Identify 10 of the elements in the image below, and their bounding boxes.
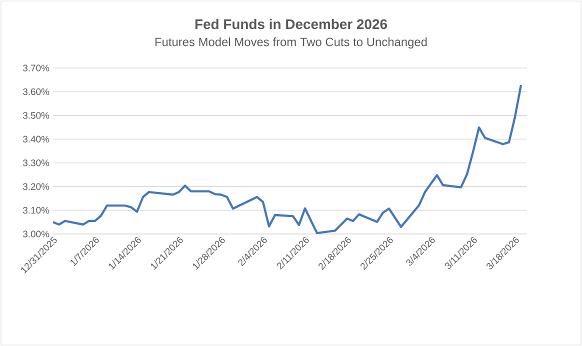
y-tick-label: 3.10% <box>23 206 50 214</box>
y-tick-label: 3.00% <box>23 230 50 238</box>
y-tick-label: 3.40% <box>23 136 50 142</box>
chart-title: Fed Funds in December 2026 <box>195 18 387 30</box>
y-tick-label: 3.50% <box>23 112 50 119</box>
chart-subtitle: Futures Model Moves from Two Cuts to Unchanged <box>155 37 427 49</box>
y-tick-label: 3.60% <box>23 88 50 96</box>
y-tick-label: 3.70% <box>23 64 50 72</box>
y-tick-label: 3.20% <box>23 183 50 190</box>
y-tick-label: 3.30% <box>23 160 50 166</box>
